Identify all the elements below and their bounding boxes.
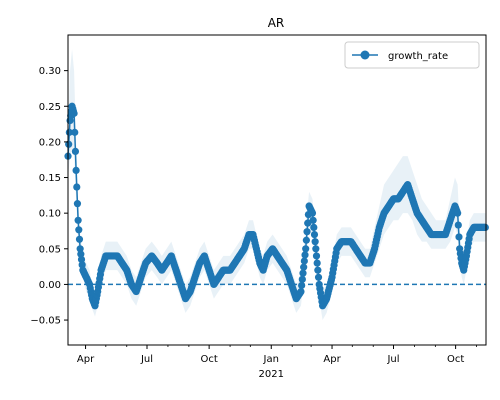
data-point [65,140,73,148]
data-point [78,261,86,269]
data-point [299,269,307,277]
data-point [454,221,462,229]
data-point [77,250,85,258]
data-point [72,166,80,174]
x-tick-label: Jul [140,354,153,365]
y-tick-label: −0.05 [30,316,61,327]
plot-frame [67,34,487,346]
data-point [308,209,317,217]
data-point [302,245,310,253]
data-point [310,230,319,239]
x-tick-label: Apr [323,354,341,365]
data-point [312,245,320,253]
data-point [71,147,80,155]
data-point [73,183,81,191]
legend: growth_rate [344,41,480,69]
data-point [297,287,305,296]
data-point [302,236,310,244]
data-point [300,257,308,265]
y-tick-label: 0.00 [39,280,61,291]
data-point [455,233,463,241]
x-tick-label: Apr [77,354,95,365]
data-point [313,259,321,267]
x-tick-label: Jan [263,354,279,365]
y-tick-label: 0.20 [39,137,61,148]
data-point [310,223,318,232]
data-point [71,128,79,136]
y-tick-label: 0.10 [39,209,61,220]
legend-label: growth_rate [388,51,448,62]
x-tick-label: Oct [200,354,217,365]
axes-layer: −0.05 0.00 0.05 0.10 0.15 0.20 0.25 0.30 Apr Jul O… [30,34,487,380]
y-tick-label: 0.05 [39,244,61,255]
data-point [75,235,84,243]
data-point [76,245,84,253]
x-tick-label: Oct [447,354,464,365]
series-marker-layer [64,102,489,310]
data-point [303,228,311,236]
data-point [73,200,82,208]
data-point [304,219,312,227]
data-point [301,251,309,259]
legend-marker-swatch [360,50,370,60]
year-label: 2021 [259,369,284,380]
y-tick-label: 0.30 [39,66,61,77]
data-point [77,255,86,264]
data-point [298,281,306,290]
data-point [300,263,308,271]
data-point [314,266,322,274]
confidence-band-layer [68,49,486,321]
y-tick-label: 0.15 [39,173,61,184]
data-point [311,238,319,246]
x-tick-label: Jul [386,354,399,365]
data-point [74,216,82,224]
data-point [75,226,83,234]
data-point [309,216,317,224]
data-point [312,252,321,260]
data-point [481,223,489,232]
y-tick-label: 0.25 [39,102,61,113]
data-point [70,109,78,117]
legend-box [344,41,480,69]
data-point [298,275,306,283]
confidence-band [68,49,486,321]
data-point [454,209,462,217]
data-point [314,273,323,281]
chart-title: AR [268,16,285,30]
